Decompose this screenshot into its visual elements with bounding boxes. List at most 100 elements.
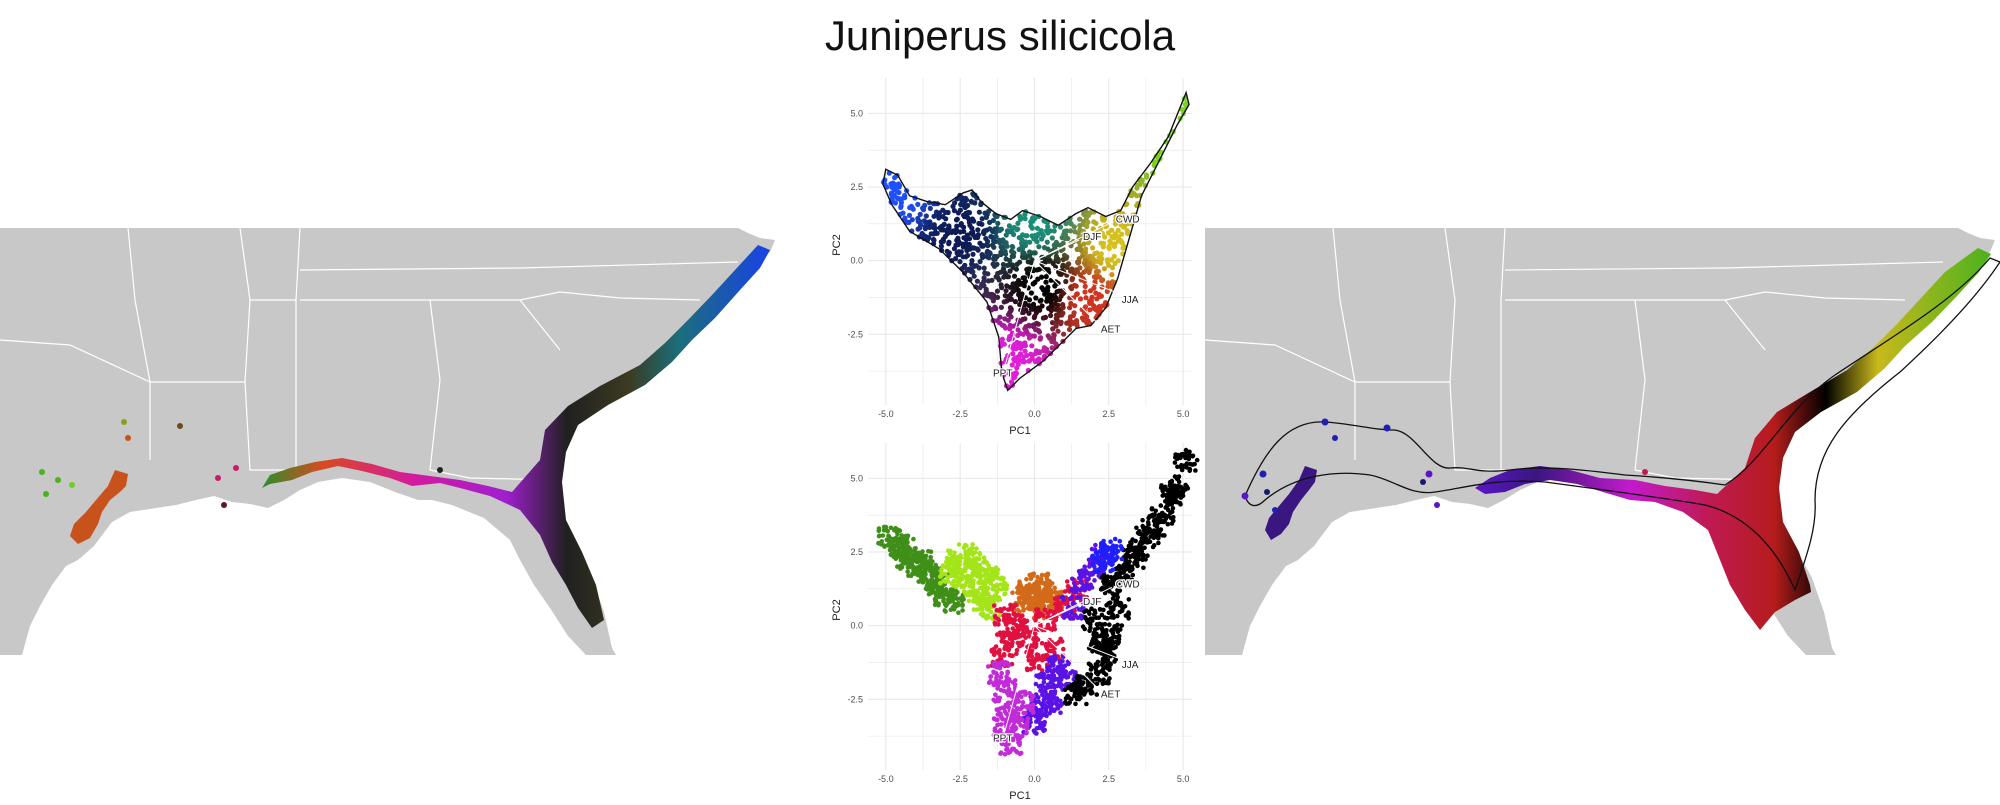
data-point [937, 589, 942, 595]
data-point [970, 581, 976, 587]
data-point [1123, 613, 1129, 618]
vector-label: CWD [1116, 214, 1140, 225]
data-point [979, 216, 985, 222]
data-point [991, 732, 997, 738]
population-point [437, 467, 443, 473]
data-point [1029, 599, 1035, 605]
data-point [1028, 260, 1034, 266]
data-point [941, 221, 947, 227]
data-point [993, 574, 999, 579]
data-point [1047, 659, 1053, 664]
data-point [1016, 634, 1021, 639]
data-point [1014, 750, 1020, 755]
data-point [1119, 623, 1125, 628]
data-point [1092, 568, 1097, 574]
data-point [1099, 612, 1105, 618]
data-point [896, 538, 902, 544]
data-point [1003, 733, 1009, 739]
data-point [1088, 662, 1093, 668]
data-point [1109, 281, 1115, 288]
loading-vector-jja [1034, 625, 1118, 659]
data-point [1058, 710, 1063, 716]
data-point [1048, 679, 1054, 685]
data-point [1058, 698, 1063, 704]
data-point [1121, 570, 1126, 575]
data-point [915, 201, 921, 207]
data-point [1087, 628, 1092, 633]
data-point [1022, 348, 1028, 354]
data-point [1165, 521, 1171, 527]
population-point [1434, 502, 1440, 508]
data-point [1092, 578, 1097, 583]
data-point [1058, 271, 1064, 277]
data-point [1035, 610, 1041, 615]
data-point [889, 551, 894, 557]
data-point [901, 547, 907, 553]
data-point [1112, 536, 1118, 542]
data-point [993, 717, 999, 722]
data-point [1013, 612, 1019, 618]
data-point [1082, 564, 1087, 569]
data-point [991, 661, 996, 667]
data-point [1184, 484, 1190, 489]
data-point [1103, 563, 1108, 569]
data-point [1082, 289, 1088, 295]
data-point [999, 340, 1005, 346]
data-point [998, 269, 1004, 275]
data-point [1092, 556, 1097, 561]
data-point [1099, 551, 1105, 556]
data-point [1071, 682, 1076, 688]
data-point [1006, 646, 1012, 651]
data-point [1087, 307, 1093, 313]
data-point [1024, 266, 1030, 273]
data-point [1041, 356, 1047, 362]
data-point [1079, 315, 1085, 321]
data-point [1130, 572, 1136, 578]
data-point [1103, 642, 1108, 648]
data-point [1033, 327, 1039, 333]
data-point [885, 542, 891, 548]
data-point [970, 592, 976, 598]
data-point [1096, 311, 1102, 317]
data-point [1032, 730, 1038, 735]
data-point [1007, 268, 1013, 274]
data-point [1020, 342, 1026, 349]
data-point [1158, 503, 1164, 508]
data-point [1117, 588, 1123, 593]
data-point [1003, 240, 1009, 246]
data-point [1156, 512, 1162, 518]
vector-label-halo: CWD [1116, 214, 1140, 225]
data-point [995, 220, 1001, 226]
vector-label-halo: PPT [993, 369, 1012, 380]
data-point [1039, 701, 1044, 707]
data-point [876, 528, 882, 534]
data-point [1118, 601, 1124, 606]
data-point [1045, 669, 1050, 674]
data-point [973, 573, 979, 578]
population-point [1264, 489, 1270, 495]
data-point [1093, 315, 1099, 321]
data-point [1064, 264, 1070, 270]
data-point [1024, 618, 1030, 624]
data-point [972, 550, 978, 555]
data-point [970, 559, 976, 565]
data-point [1029, 343, 1035, 349]
data-point [1046, 604, 1052, 609]
data-point [1079, 253, 1086, 259]
data-point [1090, 649, 1095, 654]
data-point [968, 548, 974, 554]
data-point [1021, 359, 1027, 365]
data-point [1079, 306, 1085, 313]
data-point [1058, 677, 1064, 682]
data-point [1025, 667, 1030, 673]
data-point [1120, 245, 1126, 251]
population-point [1425, 470, 1433, 478]
data-point [993, 692, 998, 698]
data-point [1021, 626, 1027, 631]
data-point [957, 259, 963, 265]
data-point [957, 575, 963, 581]
data-point [1003, 232, 1009, 238]
data-point [1042, 727, 1047, 733]
data-point [1187, 461, 1193, 467]
vector-label: JJA [1122, 660, 1139, 671]
